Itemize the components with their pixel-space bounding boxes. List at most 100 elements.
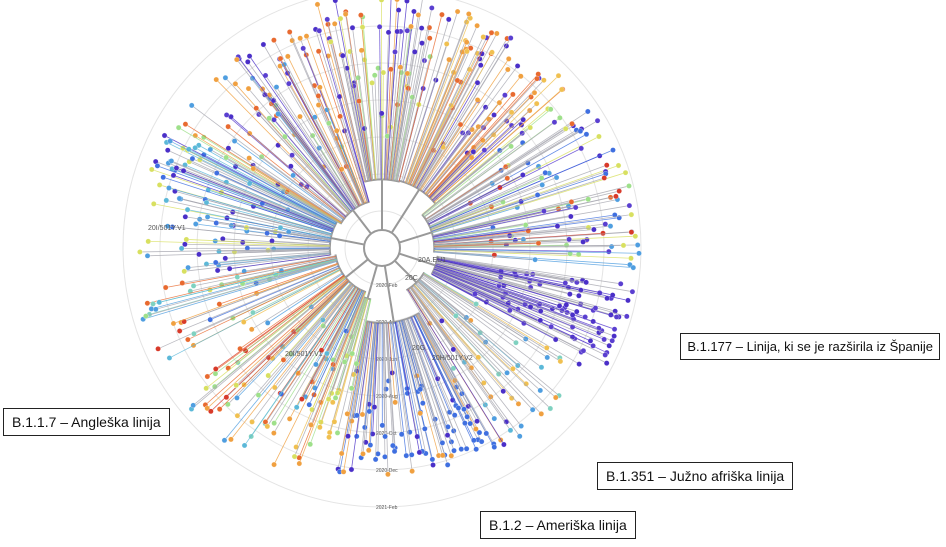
tip-node: [519, 130, 525, 136]
branch: [176, 167, 334, 230]
tip-node: [418, 25, 425, 31]
branch: [432, 201, 572, 237]
tip-node: [470, 148, 477, 155]
branch: [410, 286, 472, 369]
tip-node: [232, 81, 239, 87]
tip-node: [334, 430, 341, 436]
branch: [417, 281, 551, 409]
clade-label: 20I/501Y.V1: [285, 351, 323, 358]
tip-node: [613, 193, 619, 200]
branch: [351, 298, 369, 354]
branch: [413, 150, 434, 187]
tip-node: [271, 420, 277, 426]
tip-node: [553, 394, 559, 401]
branch: [383, 32, 389, 180]
internal-branch: [383, 265, 395, 323]
branch: [301, 289, 361, 400]
tip-node: [265, 372, 271, 379]
branch: [416, 82, 478, 189]
tip-node: [444, 432, 451, 438]
branch: [252, 268, 341, 313]
clade-label: 20A.EU1: [418, 257, 446, 264]
branch: [437, 258, 613, 296]
tip-node: [348, 385, 355, 392]
branch: [423, 272, 547, 349]
branch: [179, 265, 339, 332]
callout-b1351: B.1.351 – Južno afriška linija: [597, 462, 794, 490]
tip-node: [360, 451, 366, 457]
time-ring: [122, 0, 642, 508]
branch: [392, 322, 413, 455]
tip-node: [173, 165, 180, 171]
branch: [415, 314, 465, 410]
tip-node: [300, 45, 306, 52]
tip-node: [161, 132, 168, 139]
branch: [319, 87, 366, 204]
branch: [411, 81, 462, 186]
tip-node: [376, 24, 383, 30]
branch: [167, 225, 331, 244]
tip-node: [604, 295, 610, 301]
tip-node: [611, 326, 618, 332]
branch: [433, 223, 606, 243]
branch: [413, 53, 483, 187]
branch: [416, 282, 508, 374]
tip-node: [369, 80, 375, 86]
branch: [356, 322, 372, 416]
tip-node: [228, 436, 234, 443]
tip-node: [145, 238, 151, 245]
branch: [401, 320, 421, 390]
tip-node: [467, 317, 474, 324]
branch: [433, 269, 605, 340]
branch: [274, 285, 354, 388]
branch: [374, 75, 380, 180]
tip-node: [613, 314, 620, 320]
tip-node: [429, 5, 435, 11]
tip-node: [214, 267, 221, 274]
branch: [379, 26, 382, 180]
tip-node: [566, 236, 572, 243]
tip-node: [390, 442, 396, 449]
tip-node: [501, 441, 507, 448]
branch: [182, 255, 336, 284]
tip-node: [349, 350, 355, 357]
tip-node: [557, 115, 563, 121]
branch: [434, 248, 639, 254]
branch: [434, 225, 611, 244]
branch: [417, 280, 457, 317]
tip-node: [541, 77, 547, 83]
branch: [267, 232, 331, 242]
branch: [422, 127, 531, 216]
tip-node: [385, 29, 392, 36]
branch: [431, 149, 485, 201]
tip-node: [337, 15, 344, 22]
tip-node: [628, 211, 635, 218]
branch: [407, 40, 466, 184]
branch: [393, 27, 423, 181]
tip-node: [297, 113, 303, 120]
tip-node: [453, 313, 459, 319]
branch: [148, 240, 330, 247]
branch: [434, 231, 632, 246]
tip-node: [496, 99, 503, 106]
tip-node: [237, 345, 243, 352]
branch: [205, 276, 346, 389]
branch: [168, 162, 334, 230]
tip-node: [324, 350, 330, 357]
tip-node: [473, 446, 479, 452]
branch: [184, 243, 330, 248]
branch: [385, 322, 394, 446]
tip-node: [213, 76, 219, 83]
tip-node: [457, 121, 464, 128]
branch: [387, 322, 396, 403]
branch: [391, 73, 408, 181]
tip-node: [264, 423, 271, 430]
tip-node: [249, 419, 255, 425]
tip-node: [606, 343, 612, 349]
branch: [226, 114, 346, 218]
branch: [436, 259, 608, 299]
tip-node: [443, 41, 450, 47]
branch: [277, 113, 353, 211]
branch: [420, 276, 542, 368]
branch: [354, 322, 371, 416]
